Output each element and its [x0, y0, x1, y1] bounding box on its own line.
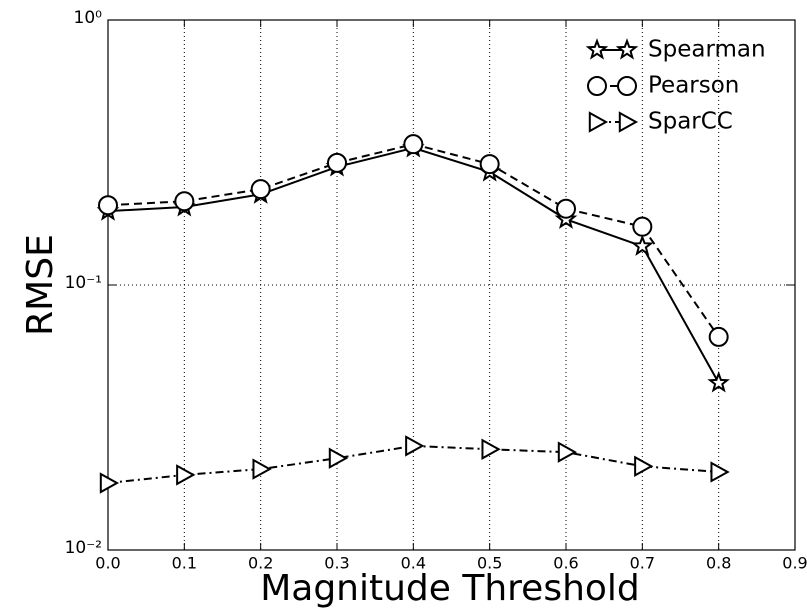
data-point: [707, 371, 730, 393]
data-point: [708, 326, 729, 347]
legend-label: SparCC: [648, 109, 733, 135]
legend-marker: [618, 111, 639, 133]
data-point: [557, 441, 578, 463]
data-point: [250, 179, 271, 200]
data-point: [632, 216, 653, 237]
data-point: [710, 461, 730, 483]
data-point: [479, 154, 500, 175]
plot-frame: [107, 19, 796, 551]
legend-marker: [617, 76, 637, 96]
data-point: [176, 464, 196, 486]
x-tick-label: 0.9: [782, 554, 807, 573]
y-axis-label: RMSE: [20, 234, 61, 336]
x-tick-label: 0.1: [172, 554, 197, 573]
legend-label: Spearman: [648, 37, 766, 63]
x-tick-label: 0.8: [706, 554, 731, 573]
y-tick-label: 10⁰: [74, 8, 103, 28]
legend-marker: [588, 111, 609, 133]
legend-marker: [587, 76, 607, 96]
data-point: [98, 195, 118, 216]
data-point: [174, 191, 195, 212]
data-point: [252, 458, 272, 480]
data-point: [327, 152, 347, 173]
x-tick-label: 0.7: [630, 554, 655, 573]
data-point: [556, 198, 576, 219]
x-tick-label: 0.3: [324, 554, 349, 573]
y-tick-label: 10⁻²: [65, 538, 102, 558]
data-point: [405, 435, 425, 457]
y-tick-label: 10⁻¹: [65, 273, 102, 293]
x-axis-label: Magnitude Threshold: [260, 568, 640, 609]
x-tick-label: 0.0: [95, 554, 120, 573]
series-line: [107, 146, 720, 384]
data-point: [631, 234, 654, 256]
legend-marker: [585, 38, 609, 60]
x-tick-label: 0.2: [248, 554, 273, 573]
legend: Spearman Pearson SparCC: [597, 37, 766, 135]
data-point: [328, 447, 349, 469]
data-point: [403, 134, 424, 155]
data-point: [634, 455, 654, 477]
data-point: [99, 472, 120, 494]
x-tick-label: 0.4: [401, 554, 426, 573]
x-tick-label: 0.6: [553, 554, 578, 573]
legend-label: Pearson: [648, 73, 739, 99]
legend-marker: [615, 38, 639, 60]
data-point: [481, 438, 501, 460]
x-tick-label: 0.5: [477, 554, 502, 573]
